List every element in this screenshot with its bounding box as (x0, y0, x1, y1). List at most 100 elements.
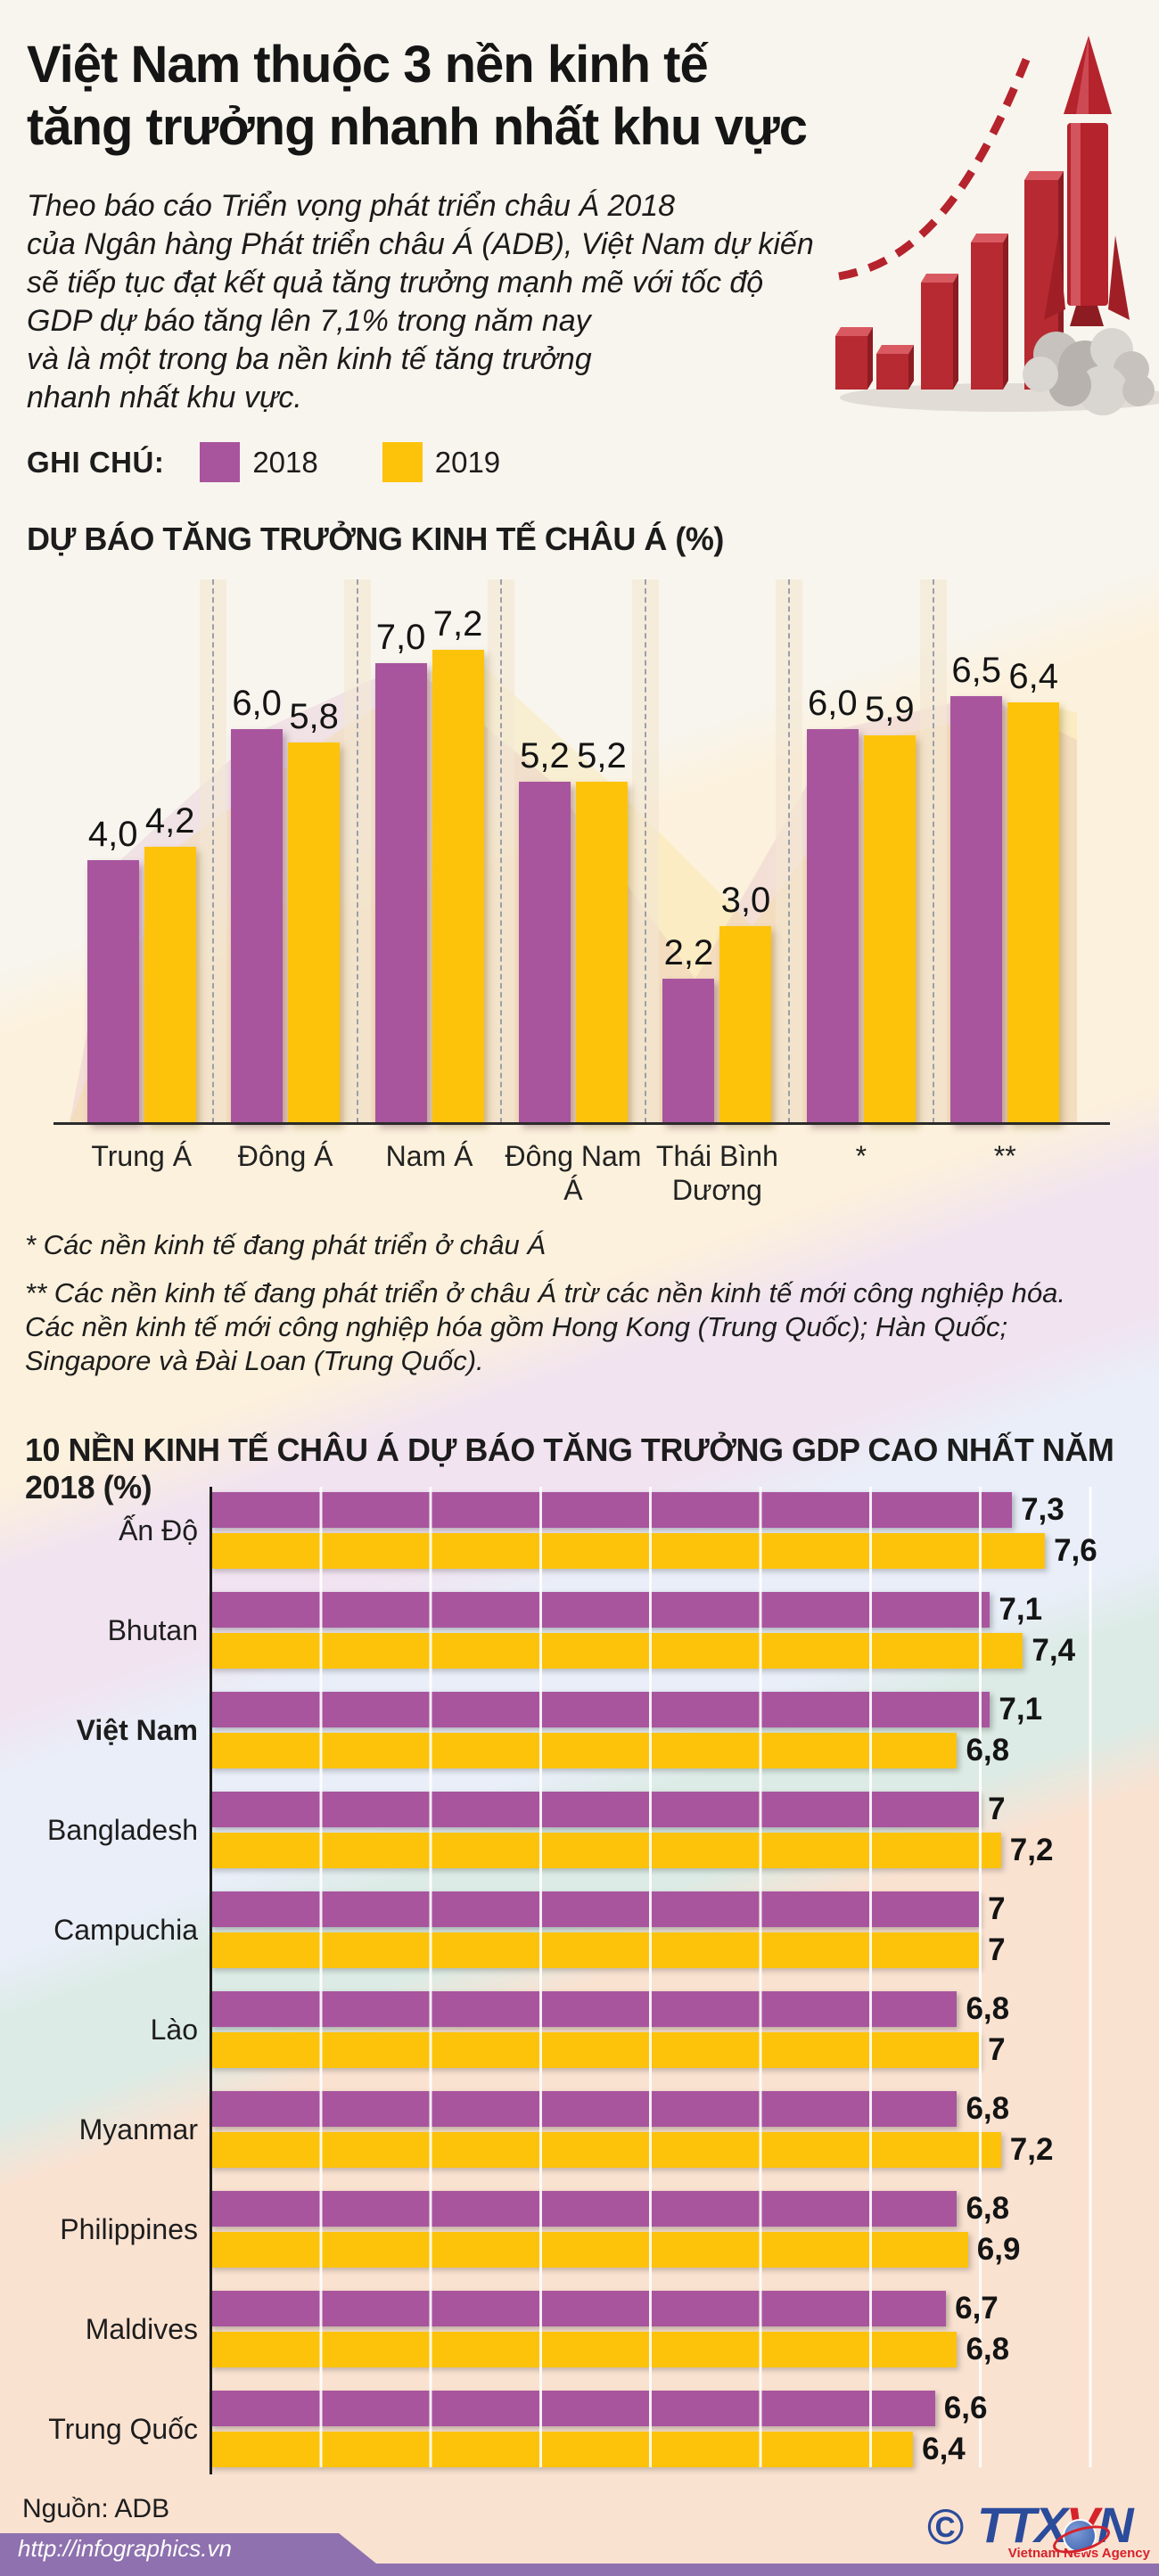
hbar-2019 (210, 2032, 980, 2068)
ttxvn-logo: © TTXVN Vietnam News Agency (927, 2496, 1150, 2564)
country-label: Lào (150, 2013, 198, 2046)
footnotes: * Các nền kinh tế đang phát triển ở châu… (25, 1228, 1065, 1378)
chart2-row-philippines: Philippines 6,8 6,9 (25, 2191, 1134, 2268)
hbar-2019 (210, 1733, 958, 1768)
copyright-icon: © (927, 2498, 965, 2555)
chart2-row-an-do: Ấn Độ 7,3 7,6 (25, 1492, 1134, 1569)
page-title-line1: Việt Nam thuộc 3 nền kinh tế (27, 36, 709, 94)
hbar-value: 6,9 (976, 2232, 1021, 2267)
country-label: Myanmar (78, 2112, 198, 2145)
bar-value: 5,9 (865, 690, 915, 730)
legend-item-2019: 2019 (382, 442, 500, 482)
hbar-2018 (210, 1991, 958, 2027)
hbar-value: 7,1 (999, 1592, 1043, 1627)
bar-value: 5,2 (577, 735, 627, 775)
intro-line: sẽ tiếp tục đạt kết quả tăng trưởng mạnh… (27, 266, 764, 299)
chart2-horizontal-bars: Ấn Độ 7,3 7,6 Bhutan 7,1 7,4 Việt Nam 7,… (25, 1487, 1134, 2474)
hbar-value: 6,6 (943, 2391, 988, 2425)
hbar-value: 6,7 (955, 2291, 999, 2326)
bar-2018 (374, 663, 427, 1123)
bar-value: 2,2 (663, 932, 714, 972)
page-title-line2: tăng trưởng nhanh nhất khu vực (27, 98, 808, 156)
hbar-value: 6,4 (922, 2432, 966, 2466)
legend-caption: GHI CHÚ: (27, 445, 165, 479)
footer-strip (0, 2564, 1159, 2576)
hbar-2019 (210, 2432, 914, 2467)
country-label: Philippines (60, 2212, 198, 2245)
infographics-url[interactable]: http://infographics.vn (18, 2534, 232, 2562)
bar-2018 (86, 860, 139, 1123)
x-label: Thái Bình Dương (655, 1140, 778, 1206)
chart2-row-campuchia: Campuchia 7 7 (25, 1891, 1134, 1968)
bar-2018 (231, 728, 284, 1123)
hbar-2018 (210, 2091, 958, 2127)
hbar-value: 7,6 (1054, 1533, 1097, 1568)
chart1-group-double-asterisk: 6,5 6,4 (919, 579, 1077, 1123)
hbar-2018 (210, 1891, 980, 1927)
chart1-title: DỰ BÁO TĂNG TRƯỞNG KINH TẾ CHÂU Á (%) (27, 521, 724, 557)
bar-value: 3,0 (720, 880, 771, 920)
footnote-single-asterisk: * Các nền kinh tế đang phát triển ở châu… (25, 1229, 547, 1260)
chart1-group-dong-nam-a: 5,2 5,2 (488, 579, 645, 1123)
bar-2019 (144, 847, 196, 1123)
hbar-2019 (210, 1533, 1046, 1569)
hbar-2019 (210, 1833, 1001, 1868)
chart1-group-nam-a: 7,0 7,2 (343, 579, 501, 1123)
group-separator-dash (212, 579, 215, 1123)
x-label: ** (993, 1140, 1016, 1172)
legend-swatch-2018 (200, 442, 241, 482)
chart2-row-trung-quoc: Trung Quốc 6,6 6,4 (25, 2391, 1134, 2467)
hbar-value: 6,8 (966, 2191, 1010, 2226)
globe-icon (1063, 2519, 1097, 2553)
x-label: * (855, 1140, 867, 1172)
bar-2019 (1007, 702, 1060, 1123)
footnote-double-asterisk-cont: Các nền kinh tế mới công nghiệp hóa gồm … (25, 1311, 1008, 1342)
group-separator-dash (932, 579, 934, 1123)
bar-value: 7,0 (375, 618, 426, 658)
bar-2019 (863, 735, 916, 1123)
bar-value: 4,2 (144, 801, 195, 841)
ttxvn-ttx: TTX (977, 2497, 1068, 2553)
country-label: Maldives (85, 2312, 198, 2345)
hbar-2019 (210, 2132, 1001, 2168)
hbar-value: 7 (988, 1792, 1006, 1826)
bar-value: 6,0 (808, 683, 858, 723)
x-label: Đông Á (237, 1140, 333, 1172)
bar-2019 (288, 742, 341, 1123)
rocket-growth-illustration (835, 36, 1159, 415)
hbar-value: 6,8 (966, 2332, 1010, 2367)
rocket-icon (1044, 36, 1130, 326)
group-separator-dash (788, 579, 791, 1123)
x-label: Đông Nam Á (505, 1140, 642, 1206)
hbar-2018 (210, 2291, 947, 2326)
chart2-row-maldives: Maldives 6,7 6,8 (25, 2291, 1134, 2367)
x-label: Nam Á (385, 1140, 473, 1172)
smoke-cloud (1023, 328, 1155, 415)
legend-item-2018: 2018 (200, 442, 318, 482)
group-separator-dash (356, 579, 358, 1123)
source-label: Nguồn: ADB (22, 2494, 170, 2523)
bar-2018 (806, 728, 859, 1123)
red-bars-icon (835, 171, 1064, 390)
hbar-value: 7,1 (999, 1692, 1043, 1727)
legend-label-2019: 2019 (434, 445, 501, 479)
footnote-double-asterisk: ** Các nền kinh tế đang phát triển ở châ… (25, 1277, 1065, 1309)
hbar-2018 (210, 1692, 990, 1727)
legend-swatch-2019 (382, 442, 423, 482)
footnote-double-asterisk-cont: Singapore và Đài Loan (Trung Quốc). (25, 1345, 484, 1376)
bar-value: 5,2 (520, 735, 570, 775)
country-label: Ấn Độ (119, 1514, 198, 1546)
intro-paragraph: Theo báo cáo Triển vọng phát triển châu … (27, 187, 814, 417)
country-label: Bhutan (107, 1613, 198, 1646)
chart1-baseline (53, 1122, 1110, 1125)
chart2-row-lao: Lào 6,8 7 (25, 1991, 1134, 2068)
x-label: Trung Á (91, 1140, 193, 1172)
bar-value: 5,8 (289, 696, 339, 736)
country-label: Bangladesh (46, 1813, 198, 1846)
bar-2018 (662, 978, 715, 1123)
chart2-row-myanmar: Myanmar 6,8 7,2 (25, 2091, 1134, 2168)
intro-line: của Ngân hàng Phát triển châu Á (ADB), V… (27, 227, 814, 261)
hbar-value: 7 (988, 1932, 1006, 1967)
intro-line: và là một trong ba nền kinh tế tăng trưở… (27, 342, 592, 376)
hbar-2018 (210, 2191, 958, 2227)
